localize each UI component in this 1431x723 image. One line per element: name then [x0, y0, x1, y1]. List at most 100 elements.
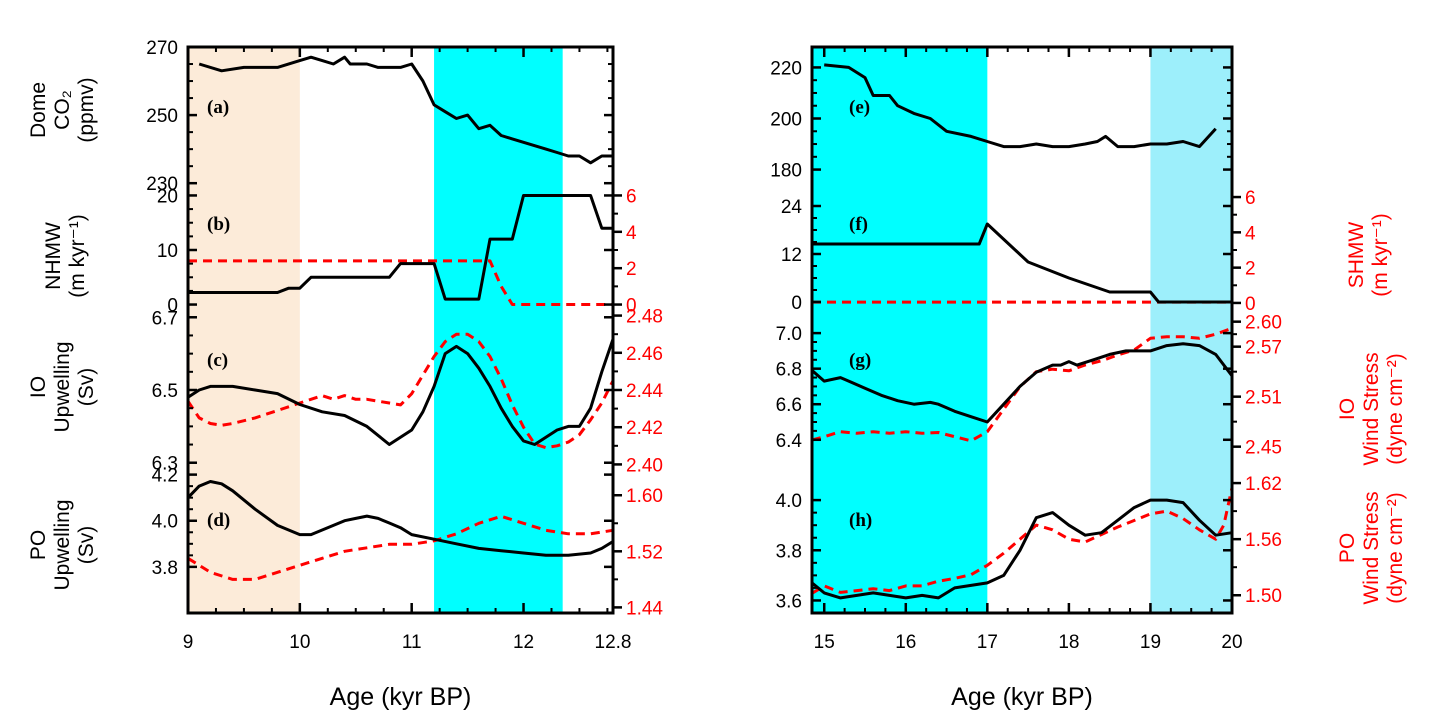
series-black-0-1	[188, 194, 613, 301]
right-tick-label-0-3-1: 1.52	[626, 542, 663, 563]
series-red-0-1	[188, 259, 613, 306]
series-black-1-1	[812, 222, 1232, 304]
ylabel-right-line-2: (dyne cm⁻²)	[1384, 353, 1407, 464]
left-tick-label-0-3-2: 4.2	[152, 466, 178, 487]
right-tick-label-0-1-1: 2	[626, 259, 637, 280]
left-tick-label-0-2-2: 6.7	[152, 308, 178, 329]
x-axis-label-0: Age (kyr BP)	[330, 683, 472, 711]
plot-frame-1	[810, 45, 1234, 615]
series-black-1-2	[811, 342, 1234, 424]
left-tick-label-0-1-0: 0	[167, 296, 178, 317]
left-tick-label-1-2-2: 6.8	[776, 360, 802, 381]
panel-label-f: (f)	[849, 214, 868, 235]
right-tick-label-0-3-0: 1.44	[626, 598, 663, 619]
right-tick-label-1-2-0: 2.45	[1245, 438, 1282, 459]
x-tick-label-1-0: 15	[814, 632, 835, 653]
left-tick-label-0-3-1: 4.0	[152, 512, 178, 533]
left-tick-label-1-2-3: 7.0	[776, 324, 802, 345]
ylabel-line-0: PO	[27, 530, 50, 560]
ylabel-right-line-1: (m kyr⁻¹)	[1369, 213, 1392, 296]
ylabel-line-1: (m kyr⁻¹)	[66, 214, 89, 297]
right-tick-label-1-3-0: 1.50	[1245, 586, 1282, 607]
series-black-1-0	[824, 63, 1217, 149]
panel-label-h: (h)	[849, 510, 872, 531]
left-tick-label-0-0-1: 250	[146, 106, 178, 127]
ylabel-line-1: Upwelling	[51, 341, 74, 432]
shade-region-1-0	[812, 47, 988, 613]
panel-label-d: (d)	[207, 510, 230, 531]
right-tick-label-0-2-0: 2.40	[626, 455, 663, 476]
right-tick-label-0-3-2: 1.60	[626, 486, 663, 507]
series-red-1-2	[811, 326, 1233, 443]
series-red-0-3	[187, 514, 614, 581]
right-tick-label-1-1-1: 2	[1245, 259, 1256, 280]
right-tick-label-0-2-3: 2.46	[626, 344, 663, 365]
x-tick-label-1-3: 18	[1058, 632, 1079, 653]
shading-layer	[188, 47, 1232, 613]
left-tick-label-0-0-0: 270	[146, 38, 178, 59]
series-black-0-0	[198, 55, 613, 165]
ylabel-line-0: NHMW	[42, 222, 65, 290]
left-tick-label-1-3-1: 3.8	[776, 541, 802, 562]
left-tick-label-1-2-0: 6.4	[776, 431, 803, 452]
series-red-0-2	[186, 332, 615, 450]
ylabel-right-line-1: Wind Stress	[1360, 352, 1383, 465]
left-tick-label-0-1-2: 20	[157, 186, 178, 207]
right-tick-label-0-1-3: 6	[626, 186, 637, 207]
ylabel-right-line-2: (dyne cm⁻²)	[1384, 492, 1407, 603]
panel-label-a: (a)	[207, 97, 229, 118]
left-tick-label-1-3-0: 3.6	[776, 591, 802, 612]
left-tick-label-1-1-1: 12	[781, 245, 802, 266]
ylabel-right-line-0: IO	[1336, 398, 1359, 420]
x-tick-label-0-1: 10	[289, 632, 310, 653]
series-black-0-3	[186, 480, 614, 557]
x-tick-label-0-4: 12.8	[595, 632, 632, 653]
x-tick-label-1-5: 20	[1221, 632, 1242, 653]
ylabel-left-0-3: PO Upwelling (Sv)	[27, 499, 98, 590]
left-tick-label-0-3-0: 3.8	[152, 558, 178, 579]
ylabel-left-0-0: Dome CO₂ (ppmv)	[27, 77, 98, 142]
right-tick-label-1-2-2: 2.57	[1245, 338, 1282, 359]
ylabel-right-line-1: Wind Stress	[1360, 491, 1383, 604]
panel-label-b: (b)	[207, 214, 230, 235]
panel-label-e: (e)	[849, 97, 870, 118]
left-tick-label-1-3-2: 4.0	[776, 491, 802, 512]
series-black-1-3	[811, 498, 1233, 600]
shade-region-0-1	[434, 47, 563, 613]
right-tick-label-1-2-3: 2.60	[1245, 313, 1282, 334]
left-tick-label-1-0-1: 200	[770, 110, 802, 131]
left-tick-label-1-0-0: 180	[770, 161, 802, 182]
x-tick-label-1-4: 19	[1140, 632, 1161, 653]
x-axis-label-1: Age (kyr BP)	[951, 683, 1093, 711]
frame-layer	[186, 45, 1241, 615]
panel-label-g: (g)	[849, 350, 871, 371]
right-tick-label-0-2-1: 2.42	[626, 418, 663, 439]
series-layer	[186, 55, 1234, 600]
right-tick-label-1-1-3: 6	[1245, 188, 1256, 209]
ylabel-line-2: (Sv)	[75, 368, 98, 407]
ylabel-right-line-0: PO	[1336, 533, 1359, 563]
ylabel-left-0-1: NHMW (m kyr⁻¹)	[42, 214, 89, 297]
shade-region-1-1	[1150, 47, 1232, 613]
left-tick-label-1-2-1: 6.6	[776, 395, 802, 416]
ylabel-line-0: IO	[27, 376, 50, 398]
right-tick-label-1-2-1: 2.51	[1245, 388, 1282, 409]
right-tick-label-1-1-0: 0	[1245, 294, 1256, 315]
left-tick-label-0-2-0: 6.3	[152, 454, 178, 475]
ylabel-line-0: Dome	[27, 82, 50, 138]
x-tick-label-0-2: 11	[402, 632, 422, 653]
ylabel-left-0-2: IO Upwelling (Sv)	[27, 341, 98, 432]
ylabel-line-2: (ppmv)	[75, 77, 98, 142]
ylabel-right-1-1: SHMW (m kyr⁻¹)	[1345, 213, 1392, 296]
x-tick-label-0-0: 9	[183, 632, 194, 653]
ylabel-right-line-0: SHMW	[1345, 222, 1368, 289]
left-tick-label-0-2-1: 6.5	[152, 381, 178, 402]
panel-label-c: (c)	[207, 350, 228, 371]
right-tick-label-0-1-0: 0	[626, 296, 637, 317]
right-tick-label-0-2-4: 2.48	[626, 307, 663, 328]
left-tick-label-0-1-1: 10	[157, 241, 178, 262]
left-tick-label-1-1-2: 24	[781, 197, 803, 218]
right-tick-label-0-1-2: 4	[626, 223, 637, 244]
right-tick-label-0-2-2: 2.44	[626, 381, 663, 402]
